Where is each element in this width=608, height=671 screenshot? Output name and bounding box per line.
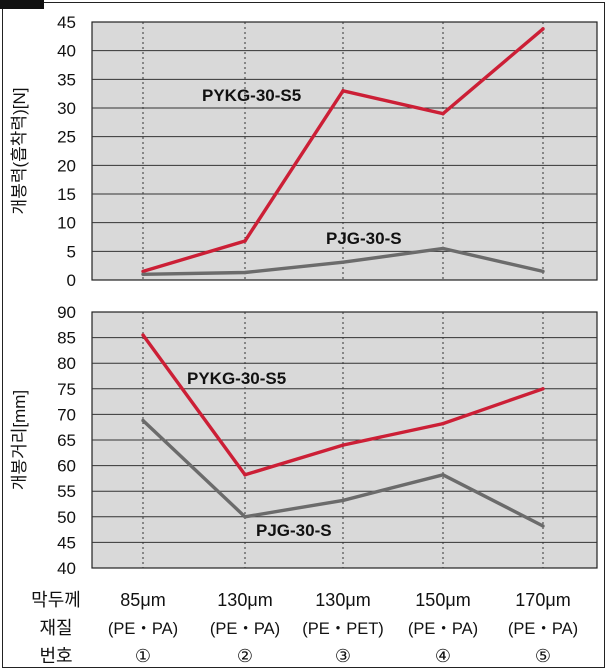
y-tick-label: 25 xyxy=(57,128,76,147)
data-point xyxy=(341,443,345,447)
plot-area-1 xyxy=(91,21,598,281)
y-tick-label: 60 xyxy=(57,457,76,476)
y-tick-label: 50 xyxy=(57,508,76,527)
table-row-label: 막두께 xyxy=(31,590,81,610)
material-cell: (PE・PET) xyxy=(302,620,384,638)
data-point xyxy=(541,269,545,274)
data-point xyxy=(541,524,545,528)
data-point xyxy=(141,418,145,423)
number-cell: ③ xyxy=(335,646,351,666)
data-point xyxy=(141,333,145,337)
data-point xyxy=(341,89,345,93)
y-tick-label: 15 xyxy=(57,185,76,204)
thickness-cell: 85μm xyxy=(120,590,165,610)
data-point xyxy=(341,260,345,264)
y-tick-label: 70 xyxy=(57,405,76,424)
data-point xyxy=(341,498,345,503)
data-point xyxy=(541,27,545,31)
data-point xyxy=(541,387,545,391)
data-point xyxy=(141,269,145,274)
table-row-label: 번호 xyxy=(39,646,72,666)
y-tick-label: 80 xyxy=(57,354,76,373)
y-tick-label: 55 xyxy=(57,482,76,501)
y-axis-title: 개봉력(흡착력)[N] xyxy=(10,88,29,215)
thickness-cell: 150μm xyxy=(415,590,470,610)
y-tick-label: 10 xyxy=(57,214,76,233)
y-tick-label: 45 xyxy=(57,533,76,552)
y-tick-label: 85 xyxy=(57,329,76,348)
y-tick-label: 45 xyxy=(57,13,76,32)
y-tick-label: 65 xyxy=(57,431,76,450)
series-label: PYKG-30-S5 xyxy=(187,369,286,388)
number-cell: ② xyxy=(237,646,253,666)
material-cell: (PE・PA) xyxy=(508,620,578,638)
thickness-cell: 130μm xyxy=(315,590,370,610)
number-cell: ④ xyxy=(435,646,451,666)
series-label: PYKG-30-S5 xyxy=(202,86,301,105)
data-point xyxy=(441,421,445,426)
data-point xyxy=(141,272,145,276)
number-cell: ⑤ xyxy=(535,646,551,666)
y-tick-label: 40 xyxy=(57,559,76,578)
y-tick-label: 35 xyxy=(57,70,76,89)
material-cell: (PE・PA) xyxy=(210,620,280,638)
y-tick-label: 40 xyxy=(57,42,76,61)
y-tick-label: 5 xyxy=(67,242,76,261)
data-point xyxy=(243,515,247,519)
y-tick-label: 20 xyxy=(57,156,76,175)
corner-tab xyxy=(0,0,44,9)
data-point xyxy=(441,112,445,116)
series-label: PJG-30-S xyxy=(326,229,402,248)
y-tick-label: 0 xyxy=(67,271,76,290)
number-cell: ① xyxy=(135,646,151,666)
data-point xyxy=(441,473,445,477)
y-tick-label: 30 xyxy=(57,99,76,118)
y-tick-label: 90 xyxy=(57,303,76,322)
series-label: PJG-30-S xyxy=(256,521,332,540)
material-cell: (PE・PA) xyxy=(408,620,478,638)
thickness-cell: 130μm xyxy=(217,590,272,610)
y-axis-title: 개봉거리[mm] xyxy=(10,390,29,490)
data-point xyxy=(243,239,247,243)
data-point xyxy=(441,246,445,251)
thickness-cell: 170μm xyxy=(515,590,570,610)
data-point xyxy=(243,473,247,477)
table-row-label: 재질 xyxy=(39,618,72,638)
data-point xyxy=(243,270,247,275)
material-cell: (PE・PA) xyxy=(108,620,178,638)
y-tick-label: 75 xyxy=(57,380,76,399)
